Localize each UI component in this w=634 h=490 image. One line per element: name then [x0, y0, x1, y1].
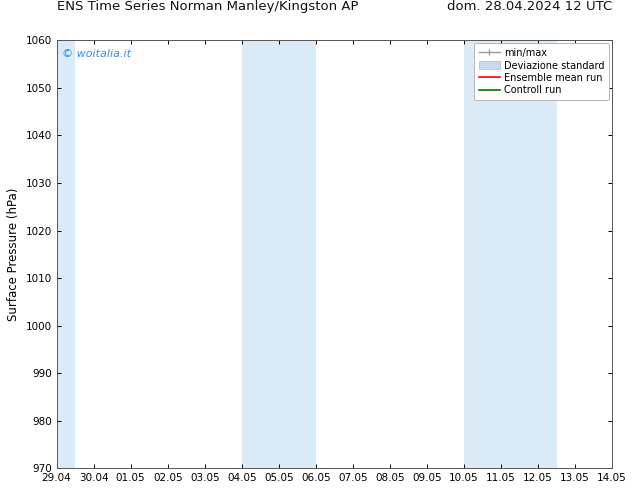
Bar [56, 40, 75, 468]
Y-axis label: Surface Pressure (hPa): Surface Pressure (hPa) [7, 188, 20, 321]
Text: © woitalia.it: © woitalia.it [62, 49, 131, 59]
Bar [464, 40, 557, 468]
Bar [242, 40, 316, 468]
Legend: min/max, Deviazione standard, Ensemble mean run, Controll run: min/max, Deviazione standard, Ensemble m… [474, 43, 609, 100]
Text: ENS Time Series Norman Manley/Kingston AP: ENS Time Series Norman Manley/Kingston A… [56, 0, 358, 13]
Text: dom. 28.04.2024 12 UTC: dom. 28.04.2024 12 UTC [447, 0, 612, 13]
